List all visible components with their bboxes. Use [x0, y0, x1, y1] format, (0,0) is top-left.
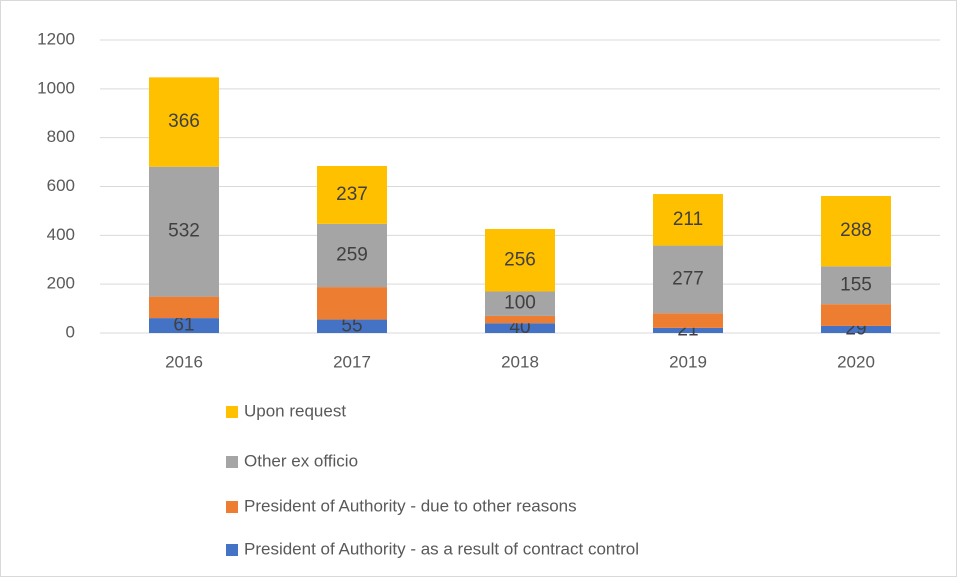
bar-segment [149, 296, 219, 319]
bar-segment [317, 287, 387, 320]
legend-label: Upon request [244, 401, 346, 420]
bar-segment [317, 223, 387, 288]
bar-segment [821, 325, 891, 333]
data-label: 259 [336, 244, 368, 265]
legend-swatch [226, 544, 238, 556]
y-tick-label: 800 [47, 127, 75, 146]
y-tick-label: 200 [47, 274, 75, 293]
legend-label: President of Authority - due to other re… [244, 496, 577, 515]
data-label: 532 [168, 221, 200, 242]
bar-segment [653, 327, 723, 333]
bar-segment [485, 323, 555, 333]
data-label: 211 [673, 209, 703, 230]
bar-segment [485, 291, 555, 316]
legend-swatch [226, 406, 238, 418]
bar-segment [653, 245, 723, 314]
bar-segment [653, 194, 723, 246]
x-tick-label: 2017 [333, 352, 371, 371]
bar-segment [149, 166, 219, 297]
bar-segment [821, 304, 891, 326]
bar-segment [653, 313, 723, 328]
y-tick-label: 0 [66, 322, 75, 341]
bar-segment [485, 315, 555, 324]
data-label: 155 [840, 274, 872, 295]
y-tick-label: 400 [47, 225, 75, 244]
data-label: 288 [840, 220, 872, 241]
bar-segment [149, 318, 219, 333]
y-tick-label: 1200 [37, 29, 75, 48]
x-tick-label: 2020 [837, 352, 875, 371]
data-label: 100 [504, 293, 536, 314]
legend-label: President of Authority - as a result of … [244, 539, 639, 558]
bar-segment [821, 266, 891, 305]
x-tick-label: 2018 [501, 352, 539, 371]
bar-segment [317, 165, 387, 224]
x-tick-label: 2019 [669, 352, 707, 371]
bar-segment [821, 196, 891, 267]
data-label: 256 [504, 249, 536, 270]
legend-swatch [226, 456, 238, 468]
bar-segment [149, 77, 219, 167]
data-label: 237 [336, 184, 368, 205]
legend-label: Other ex officio [244, 451, 358, 470]
data-label: 277 [672, 268, 704, 289]
data-label: 366 [168, 111, 200, 132]
legend-swatch [226, 501, 238, 513]
y-tick-label: 600 [47, 176, 75, 195]
data-label: 55 [341, 315, 362, 336]
bar-segment [485, 228, 555, 292]
x-tick-label: 2016 [165, 352, 203, 371]
data-label: 61 [173, 315, 194, 336]
y-tick-label: 1000 [37, 78, 75, 97]
bar-segment [317, 319, 387, 333]
